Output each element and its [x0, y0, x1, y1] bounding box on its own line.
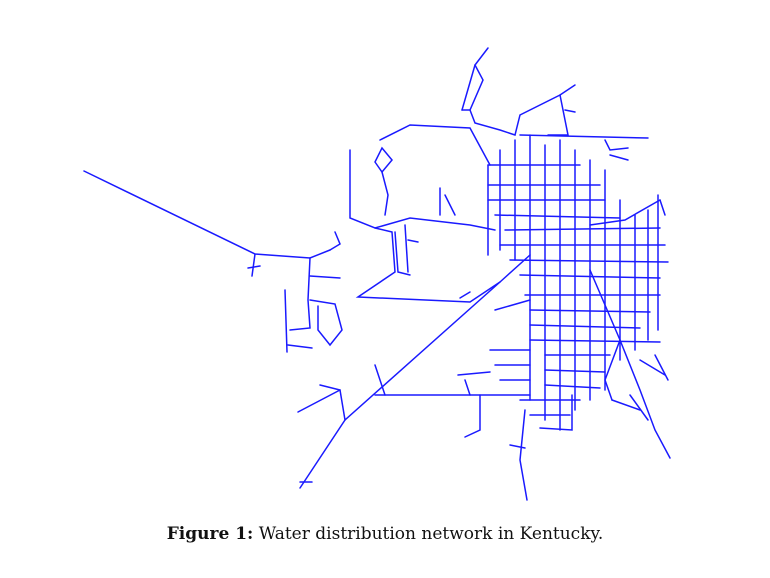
pipe — [519, 274, 661, 279]
pipe — [309, 299, 343, 347]
pipe — [589, 199, 661, 226]
pipe — [509, 259, 669, 263]
pipe — [299, 254, 531, 489]
pipe — [469, 84, 576, 136]
pipe — [604, 139, 629, 151]
pipe — [459, 291, 471, 299]
pipe — [381, 171, 389, 216]
pipe — [461, 47, 489, 111]
pipe — [639, 359, 666, 376]
pipe — [287, 344, 313, 349]
pipe — [504, 227, 661, 231]
pipe — [529, 309, 651, 313]
figure-caption-text: Water distribution network in Kentucky. — [258, 524, 604, 544]
pipe — [589, 269, 671, 459]
pipe — [544, 384, 601, 389]
pipe — [374, 364, 386, 396]
pipe — [407, 239, 419, 243]
pipe — [609, 154, 629, 161]
pipe — [654, 354, 669, 381]
pipe — [464, 379, 471, 396]
pipe — [519, 409, 528, 501]
pipe — [494, 299, 531, 311]
pipe — [251, 253, 256, 277]
pipe — [319, 384, 346, 421]
pipe — [529, 324, 641, 329]
pipe — [519, 134, 649, 139]
pipe — [547, 94, 569, 136]
pipe — [289, 257, 311, 331]
pipe — [444, 194, 456, 216]
pipe — [309, 275, 341, 279]
pipe — [564, 109, 576, 113]
figure-label: Figure 1: — [166, 524, 254, 544]
pipe — [379, 124, 491, 166]
pipe — [659, 199, 666, 216]
pipe — [355, 227, 501, 303]
pipe — [349, 149, 496, 231]
pipe — [494, 214, 621, 219]
pipe — [509, 444, 526, 449]
pipe — [461, 64, 484, 111]
pipe — [457, 371, 491, 376]
network-pipes — [83, 47, 671, 501]
pipe — [329, 231, 341, 251]
pipe — [83, 170, 331, 259]
pipe — [544, 369, 606, 373]
pipe — [374, 146, 393, 174]
pipe — [629, 394, 649, 421]
figure-caption: Figure 1: Water distribution network in … — [0, 524, 770, 544]
pipe — [284, 289, 288, 353]
pipe — [529, 339, 661, 343]
pipe — [604, 339, 621, 401]
pipe — [297, 389, 341, 413]
pipe — [539, 394, 573, 431]
pipe — [404, 224, 409, 273]
water-network-diagram — [83, 47, 671, 501]
pipe — [394, 231, 411, 276]
pipe — [464, 394, 481, 438]
pipe — [611, 399, 641, 411]
pipe — [247, 265, 261, 269]
